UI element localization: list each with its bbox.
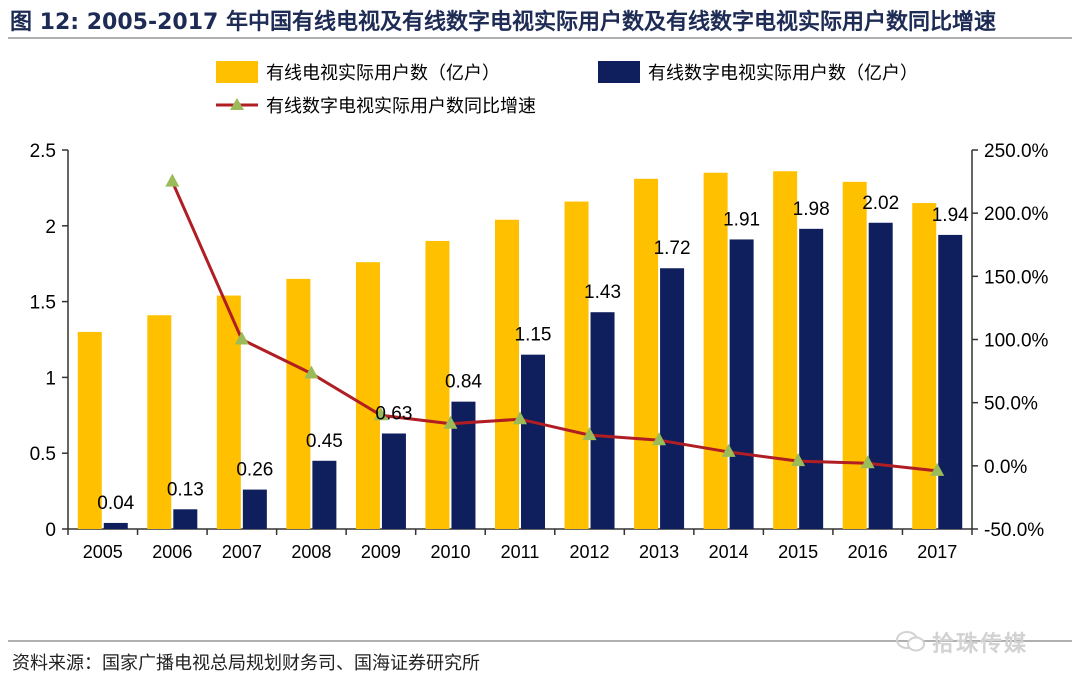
bar-digital-2008 [312,460,337,529]
x-tick-label: 2012 [570,542,610,562]
data-label-digital-2005: 0.04 [97,493,134,514]
x-tick-label: 2005 [83,542,123,562]
data-label-digital-2013: 1.72 [654,238,691,259]
growth-marker-2006 [165,173,180,187]
legend-swatch-growth-marker [230,98,244,110]
growth-marker-2015 [791,453,806,467]
data-label-digital-2007: 0.26 [236,460,273,481]
watermark: 拾珠传媒 [896,628,1066,657]
x-tick-label: 2006 [152,542,192,562]
watermark-text: 拾珠传媒 [932,632,1029,657]
data-label-digital-2011: 1.15 [515,325,552,346]
y-left-tick-label: 0.5 [30,444,56,465]
data-label-digital-2016: 2.02 [862,193,899,214]
data-label-digital-2012: 1.43 [584,282,621,303]
bar-cable-2007 [216,295,241,529]
growth-marker-2014 [721,443,736,457]
x-tick-label: 2007 [222,542,262,562]
growth-marker-2017 [930,462,945,476]
bar-cable-2013 [634,178,659,529]
y-left-tick-label: 1.5 [30,293,56,314]
bar-digital-2011 [521,354,545,529]
y-right-tick-label: 50.0% [984,394,1038,415]
x-tick-label: 2009 [361,542,401,562]
bar-digital-2010 [451,401,476,529]
x-tick-label: 2013 [639,542,679,562]
wechat-icon [896,631,925,652]
data-label-digital-2010: 0.84 [445,372,482,393]
bar-digital-2015 [799,228,824,529]
data-label-digital-2015: 1.98 [793,199,830,220]
y-right-tick-label: -50.0% [984,520,1044,541]
bar-cable-2006 [147,315,172,529]
x-tick-label: 2015 [778,542,818,562]
x-tick-label: 2008 [291,542,331,562]
x-tick-label: 2017 [917,542,957,562]
footer-divider [8,640,1072,642]
bar-cable-2010 [425,240,450,529]
data-label-digital-2009: 0.63 [375,403,412,424]
legend-label-growth: 有线数字电视实际用户数同比增速 [266,96,536,116]
legend: 有线电视实际用户数（亿户） 有线数字电视实际用户数（亿户） 有线数字电视实际用户… [216,61,918,116]
bar-cable-2016 [842,181,867,529]
data-label-digital-2014: 1.91 [723,209,760,230]
bar-cable-2014 [703,172,728,530]
bar-digital-2013 [660,268,685,529]
bar-cable-2009 [355,262,380,529]
legend-swatch-cable [216,61,258,83]
bar-cable-2017 [912,203,937,529]
x-tick-label: 2011 [501,542,540,562]
y-right-tick-label: 100.0% [984,331,1049,352]
bar-cable-2012 [564,201,589,529]
x-tick-label: 2010 [430,542,470,562]
bar-digital-2012 [590,312,615,529]
chart-title: 图 12: 2005-2017 年中国有线电视及有线数字电视实际用户数及有线数字… [10,10,996,35]
combo-chart: 有线电视实际用户数（亿户） 有线数字电视实际用户数（亿户） 有线数字电视实际用户… [30,61,1049,562]
data-label-digital-2006: 0.13 [167,479,204,500]
y-right-tick-label: 200.0% [984,204,1049,225]
growth-marker-2009 [373,407,388,421]
bar-cable-2015 [773,171,798,529]
y-left-tick-label: 2 [45,217,56,238]
growth-line [170,180,938,473]
bar-cable-2011 [495,219,519,529]
y-right-tick-label: 250.0% [984,141,1049,162]
growth-marker-2008 [304,365,319,379]
growth-marker-2012 [582,427,597,441]
y-left-tick-label: 2.5 [30,141,56,162]
source-note: 资料来源：国家广播电视总局规划财务司、国海证券研究所 [12,653,480,674]
bar-digital-2006 [173,509,198,529]
title-divider [8,37,1072,39]
bar-digital-2007 [242,489,267,529]
growth-marker-2016 [860,455,875,469]
x-tick-label: 2016 [848,542,888,562]
legend-swatch-digital [598,61,640,83]
bar-cable-2008 [286,278,311,529]
x-tick-label: 2014 [709,542,749,562]
growth-marker-2007 [234,331,249,345]
bar-digital-2016 [868,222,893,529]
bar-digital-2017 [938,234,963,529]
legend-label-cable: 有线电视实际用户数（亿户） [266,63,500,83]
growth-marker-2011 [513,411,527,425]
y-right-tick-label: 150.0% [984,267,1049,288]
growth-marker-2010 [443,415,458,429]
data-label-digital-2017: 1.94 [932,205,969,226]
legend-label-digital: 有线数字电视实际用户数（亿户） [648,63,918,83]
bar-digital-2005 [103,522,128,529]
data-label-digital-2008: 0.45 [306,431,343,452]
y-right-tick-label: 0.0% [984,457,1027,478]
y-left-tick-label: 0 [45,520,56,541]
bar-digital-2014 [729,239,754,529]
bar-digital-2009 [381,433,406,529]
y-left-tick-label: 1 [45,368,56,389]
bar-cable-2005 [77,331,102,529]
growth-marker-2013 [652,432,667,446]
